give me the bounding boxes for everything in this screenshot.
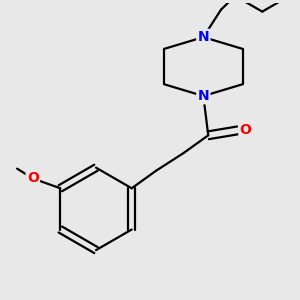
Text: N: N <box>198 89 209 103</box>
Text: O: O <box>240 123 251 137</box>
Text: O: O <box>27 172 39 185</box>
Text: N: N <box>198 30 209 44</box>
